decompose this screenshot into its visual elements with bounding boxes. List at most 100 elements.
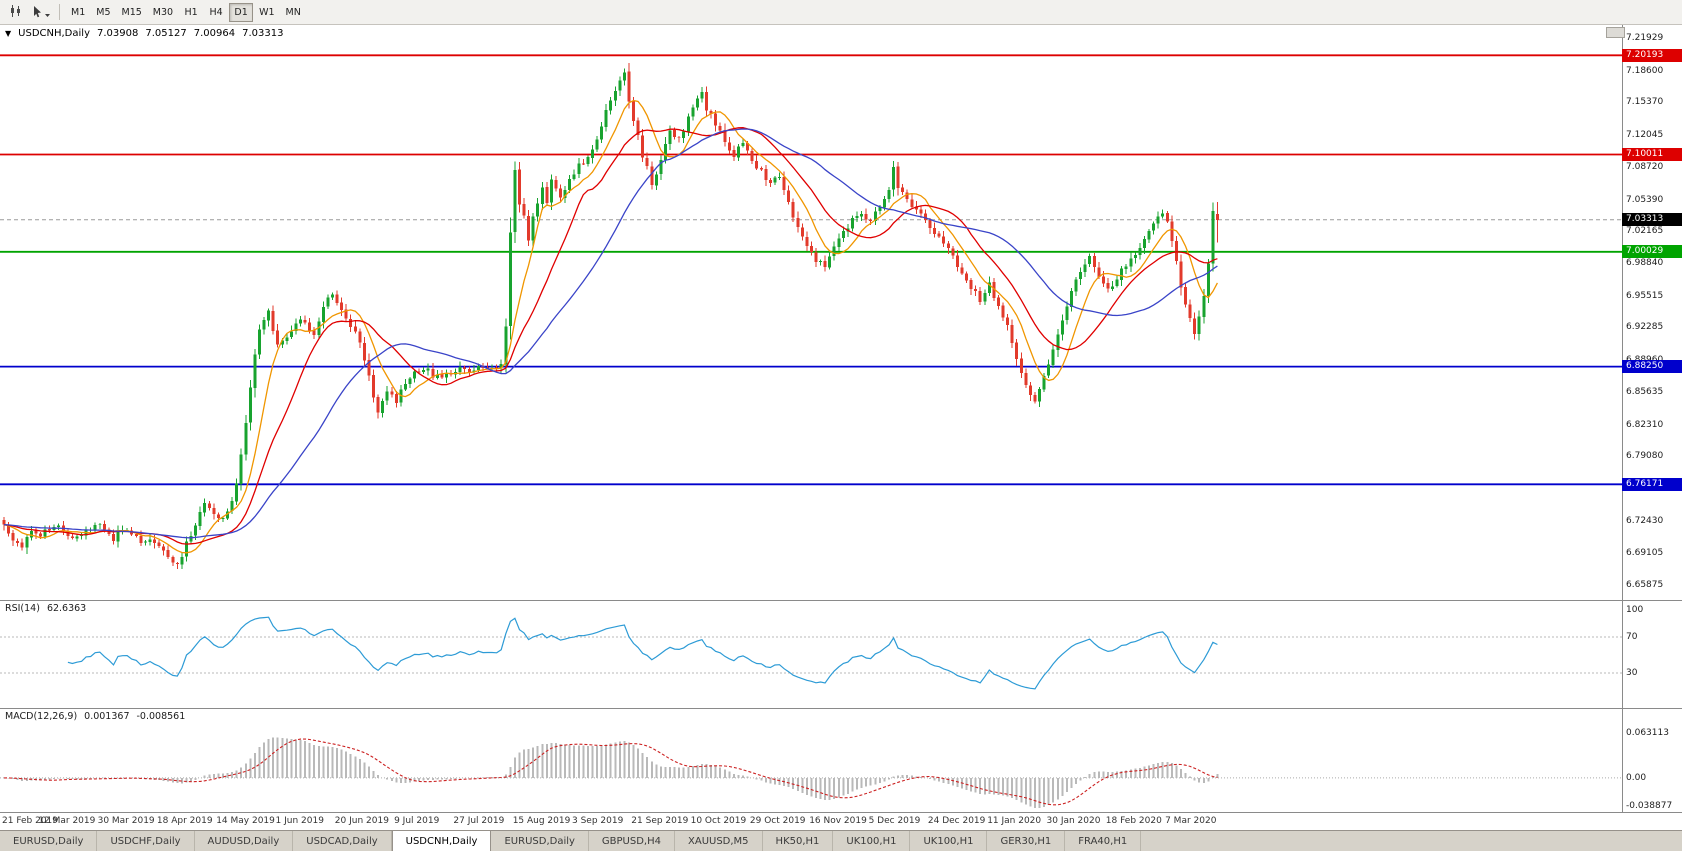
tab-eurusd-daily[interactable]: EURUSD,Daily xyxy=(491,831,589,851)
macd-axis-label: 0.00 xyxy=(1626,772,1647,783)
rsi-axis-label: 70 xyxy=(1626,632,1638,642)
tab-usdchf-daily[interactable]: USDCHF,Daily xyxy=(97,831,195,851)
bear-candle-bodies xyxy=(2,71,1219,565)
chart-type-button[interactable] xyxy=(4,2,28,22)
price-axis-label: 6.85635 xyxy=(1626,387,1664,398)
price-axis-label: 6.88960 xyxy=(1626,355,1663,366)
price-axis-label: 7.15370 xyxy=(1626,97,1664,108)
date-axis-label: 30 Mar 2019 xyxy=(97,816,155,826)
price-axis-label: 6.95515 xyxy=(1626,290,1664,301)
macd-value: 0.001367 xyxy=(84,711,130,722)
ohlc-open: 7.03908 xyxy=(97,28,139,39)
date-axis-label: 15 Aug 2019 xyxy=(512,816,571,826)
date-axis-label: 16 Nov 2019 xyxy=(809,816,867,826)
tab-hk50-h1[interactable]: HK50,H1 xyxy=(763,831,834,851)
macd-panel: MACD(12,26,9) 0.001367 -0.008561 0.06311… xyxy=(0,708,1682,812)
date-axis-label: 21 Sep 2019 xyxy=(631,816,689,826)
macd-signal-value: -0.008561 xyxy=(136,711,186,722)
tab-eurusd-daily[interactable]: EURUSD,Daily xyxy=(0,831,98,851)
chart-tab-bar: EURUSD,Daily USDCHF,Daily AUDUSD,Daily USDC… xyxy=(0,830,1682,851)
rsi-canvas[interactable] xyxy=(0,601,1622,709)
date-axis-label: 3 Sep 2019 xyxy=(572,816,624,826)
rsi-axis: 100 70 30 xyxy=(1622,601,1682,708)
macd-name: MACD(12,26,9) xyxy=(5,711,78,722)
date-axis-label: 14 May 2019 xyxy=(216,816,275,826)
tab-uk100-h1[interactable]: UK100,H1 xyxy=(833,831,911,851)
rsi-line xyxy=(67,616,1218,690)
price-axis-label: 6.72430 xyxy=(1626,515,1664,526)
price-axis[interactable]: 7.21929 7.18600 7.15370 7.12045 7.08720 7.053… xyxy=(1622,25,1682,600)
current-price-label: 7.03313 xyxy=(1622,213,1682,227)
bull-candle-wicks xyxy=(26,68,1214,570)
rsi-name: RSI(14) xyxy=(5,603,40,614)
date-axis-label: 18 Feb 2020 xyxy=(1105,816,1162,826)
macd-axis: 0.063113 0.00 -0.038877 xyxy=(1622,709,1682,812)
date-axis-label: 11 Jan 2020 xyxy=(987,816,1042,826)
price-axis-label: 6.92285 xyxy=(1626,322,1664,333)
chart-symbol-label: USDCNH,Daily xyxy=(18,28,90,39)
tab-fra40-h1[interactable]: FRA40,H1 xyxy=(1065,831,1142,851)
date-axis-label: 27 Jul 2019 xyxy=(453,816,505,826)
tab-usdcad-daily[interactable]: USDCAD,Daily xyxy=(293,831,392,851)
date-axis-label: 10 Oct 2019 xyxy=(690,816,747,826)
date-axis-label: 7 Mar 2020 xyxy=(1165,816,1217,826)
date-axis-label: 20 Jun 2019 xyxy=(334,816,389,826)
timeframe-m30[interactable]: M30 xyxy=(152,6,174,18)
timeframe-w1[interactable]: W1 xyxy=(259,6,275,18)
cursor-tool-button[interactable] xyxy=(29,2,53,22)
ohlc-close: 7.03313 xyxy=(242,28,284,39)
tab-uk100-h1[interactable]: UK100,H1 xyxy=(910,831,988,851)
date-axis-label: 1 Jun 2019 xyxy=(275,816,324,826)
price-axis-label: 7.02165 xyxy=(1626,226,1664,236)
date-axis-label: 30 Jan 2020 xyxy=(1046,816,1101,826)
price-axis-label: 7.05390 xyxy=(1626,194,1664,205)
macd-axis-label: 0.063113 xyxy=(1626,727,1669,738)
timeframe-d1[interactable]: D1 xyxy=(229,2,254,22)
price-axis-label: 6.98840 xyxy=(1626,258,1664,269)
timeframe-h4[interactable]: H4 xyxy=(209,6,223,18)
tab-audusd-daily[interactable]: AUDUSD,Daily xyxy=(195,831,294,851)
date-axis-label: 12 Mar 2019 xyxy=(38,816,96,826)
macd-signal-line xyxy=(3,738,1218,806)
price-axis-label: 7.21929 xyxy=(1626,33,1664,44)
bull-candle-bodies xyxy=(25,72,1215,565)
price-axis-label: 6.65875 xyxy=(1626,579,1664,590)
macd-canvas[interactable] xyxy=(0,709,1622,813)
dropdown-caret-icon xyxy=(44,3,51,22)
price-axis-label: 6.69105 xyxy=(1626,548,1664,559)
price-axis-label: 6.82310 xyxy=(1626,419,1664,430)
date-axis-label: 5 Dec 2019 xyxy=(868,816,921,826)
toolbar: M1 M5 M15 M30 H1 H4 D1 W1 MN xyxy=(0,0,1682,25)
timeframe-m1[interactable]: M1 xyxy=(71,6,86,18)
price-line-label: 6.88250 xyxy=(1622,360,1682,374)
timeframe-m5[interactable]: M5 xyxy=(96,6,111,18)
tab-gbpusd-h4[interactable]: GBPUSD,H4 xyxy=(589,831,675,851)
ma-slow-line xyxy=(3,128,1218,539)
rsi-axis-label: 30 xyxy=(1626,668,1638,678)
rsi-panel: RSI(14) 62.6363 100 70 30 xyxy=(0,600,1682,708)
tab-usdcnh-daily[interactable]: USDCNH,Daily xyxy=(391,831,492,851)
rsi-value: 62.6363 xyxy=(46,603,87,614)
price-axis-label: 7.12045 xyxy=(1626,129,1664,140)
date-axis-label: 24 Dec 2019 xyxy=(927,816,986,826)
price-line-label: 7.10011 xyxy=(1622,148,1682,161)
macd-header: MACD(12,26,9) 0.001367 -0.008561 xyxy=(5,711,185,722)
date-axis[interactable]: 21 Feb 2019 12 Mar 2019 30 Mar 2019 18 Apr … xyxy=(0,812,1682,830)
rsi-header: RSI(14) 62.6363 xyxy=(5,603,86,614)
collapse-icon[interactable]: ▼ xyxy=(5,29,12,38)
ohlc-low: 7.00964 xyxy=(193,28,236,39)
chart-scrollbar-thumb[interactable] xyxy=(1606,27,1625,38)
timeframe-mn[interactable]: MN xyxy=(285,6,301,18)
price-axis-label: 7.18600 xyxy=(1626,65,1664,76)
timeframe-h1[interactable]: H1 xyxy=(184,6,198,18)
timeframe-group: M1 M5 M15 M30 H1 H4 D1 W1 MN xyxy=(66,2,306,22)
date-axis-label: 18 Apr 2019 xyxy=(156,816,213,826)
date-axis-label: 9 Jul 2019 xyxy=(394,816,440,826)
price-axis-label: 6.79080 xyxy=(1626,451,1664,461)
macd-histogram xyxy=(7,737,1219,808)
tab-ger30-h1[interactable]: GER30,H1 xyxy=(987,831,1066,851)
main-chart-canvas[interactable] xyxy=(0,25,1622,600)
tab-xauusd-m5[interactable]: XAUUSD,M5 xyxy=(675,831,763,851)
timeframe-m15[interactable]: M15 xyxy=(121,6,142,18)
